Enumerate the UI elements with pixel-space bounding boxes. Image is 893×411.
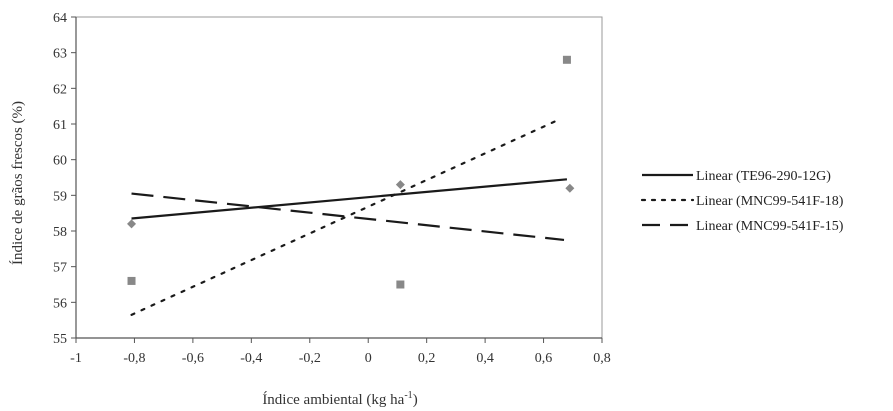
x-tick-label: -0,6	[182, 351, 204, 366]
x-axis-title-superscript: -1	[404, 390, 412, 401]
legend-label-1: Linear (TE96-290-12G)	[696, 169, 831, 184]
y-axis-title: Índice de grãos frescos (%)	[9, 101, 26, 265]
data-point-series-2	[562, 55, 571, 64]
trendline-series-2	[130, 117, 563, 316]
data-point-series-1	[395, 180, 405, 190]
y-tick-label: 64	[53, 11, 67, 26]
x-axis-title-main: Índice ambiental (kg ha	[262, 391, 404, 408]
y-tick-label: 63	[53, 47, 67, 62]
y-tick-label: 62	[53, 82, 67, 97]
x-axis-title: Índice ambiental (kg ha-1)	[262, 390, 417, 408]
x-tick-label: 0,6	[535, 351, 553, 366]
y-tick-label: 61	[53, 118, 67, 133]
legend-label-2: Linear (MNC99-541F-18)	[696, 194, 844, 209]
data-point-series-1	[565, 183, 575, 193]
y-tick-label: 59	[53, 189, 67, 204]
legend-label-3: Linear (MNC99-541F-15)	[696, 219, 844, 234]
x-tick-label: -0,2	[299, 351, 321, 366]
data-point-series-2	[127, 276, 136, 285]
x-tick-label: 0	[365, 351, 372, 366]
plot-area-border	[75, 16, 603, 339]
x-tick-label: 0,8	[593, 351, 611, 366]
trendline-series-3	[131, 192, 565, 242]
x-tick-label: -1	[70, 351, 82, 366]
y-tick-label: 57	[53, 261, 67, 276]
trendline-series-1	[131, 178, 568, 220]
y-tick-label: 58	[53, 225, 67, 240]
y-tick-label: 55	[53, 332, 67, 347]
x-axis-title-end: )	[413, 392, 418, 408]
x-tick-label: -0,8	[123, 351, 145, 366]
x-tick-label: 0,2	[418, 351, 436, 366]
data-point-series-2	[396, 280, 405, 289]
x-tick-label: -0,4	[240, 351, 262, 366]
y-tick-label: 60	[53, 154, 67, 169]
y-tick-label: 56	[53, 296, 67, 311]
x-tick-label: 0,4	[476, 351, 494, 366]
data-point-series-1	[127, 219, 137, 229]
